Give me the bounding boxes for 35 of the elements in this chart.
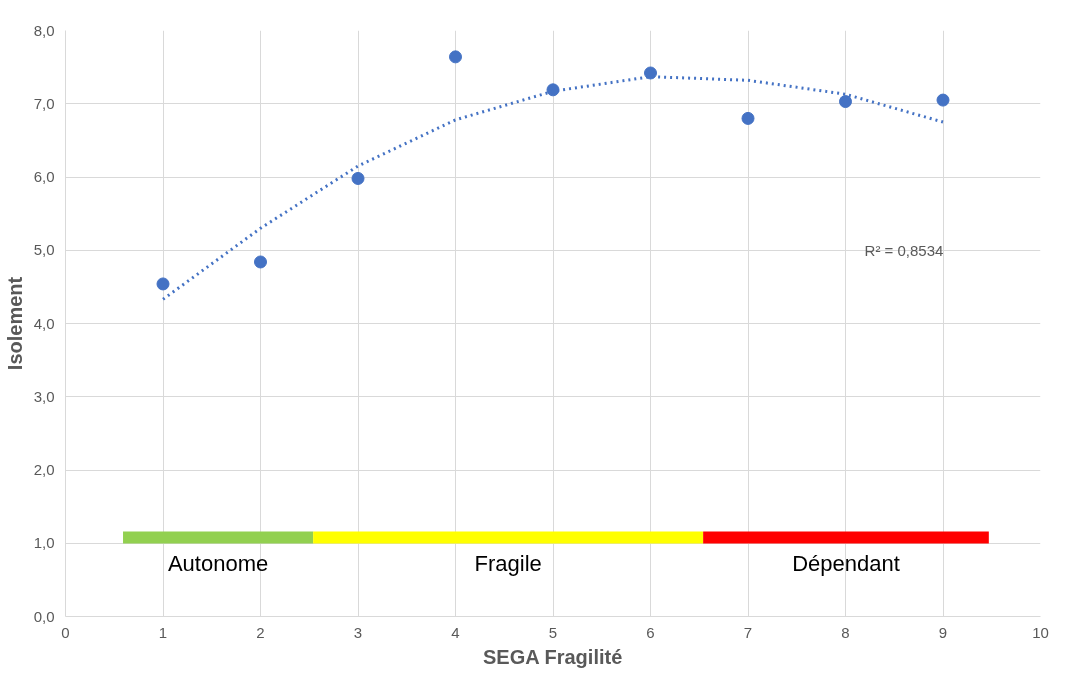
y-tick-label: 4,0 bbox=[33, 314, 55, 332]
point bbox=[644, 66, 657, 80]
x-tick-label: 6 bbox=[646, 623, 655, 641]
x-tick-label: 0 bbox=[61, 623, 70, 641]
x-tick-label: 4 bbox=[451, 623, 460, 641]
x-tick-label: 7 bbox=[743, 623, 753, 641]
series-label: Autonome bbox=[167, 551, 269, 577]
annotation: R² = 0,8534 bbox=[864, 241, 944, 259]
y-tick-label: 0,0 bbox=[33, 607, 55, 625]
y-tick-label: 7,0 bbox=[33, 94, 55, 112]
x-tick-label: 9 bbox=[938, 623, 948, 641]
x-tick-label: 2 bbox=[256, 623, 265, 641]
point bbox=[741, 111, 755, 125]
x-tick-label: 5 bbox=[548, 623, 558, 641]
series-label: Fragile bbox=[474, 551, 542, 577]
y-tick-label: 1,0 bbox=[33, 534, 55, 552]
series-label: Dépendant bbox=[792, 551, 900, 577]
x-tick-label: 3 bbox=[353, 623, 363, 641]
point bbox=[351, 171, 365, 185]
point bbox=[839, 95, 852, 109]
x-tick-label: 8 bbox=[841, 623, 850, 641]
point bbox=[156, 277, 170, 291]
y-axis-title: Isolement bbox=[3, 276, 26, 371]
x-tick-label: 10 bbox=[1032, 623, 1049, 641]
y-tick-label: 6,0 bbox=[33, 168, 55, 185]
y-tick-label: 2,0 bbox=[33, 461, 55, 478]
y-tick-label: 5,0 bbox=[33, 241, 55, 259]
point bbox=[449, 50, 462, 64]
x-axis-title: SEGA Fragilité bbox=[482, 645, 623, 668]
point bbox=[254, 255, 267, 269]
y-tick-label: 3,0 bbox=[33, 387, 55, 405]
point bbox=[546, 83, 560, 97]
point bbox=[936, 93, 950, 107]
y-tick-label: 8,0 bbox=[33, 21, 55, 39]
x-tick-label: 1 bbox=[158, 623, 168, 641]
